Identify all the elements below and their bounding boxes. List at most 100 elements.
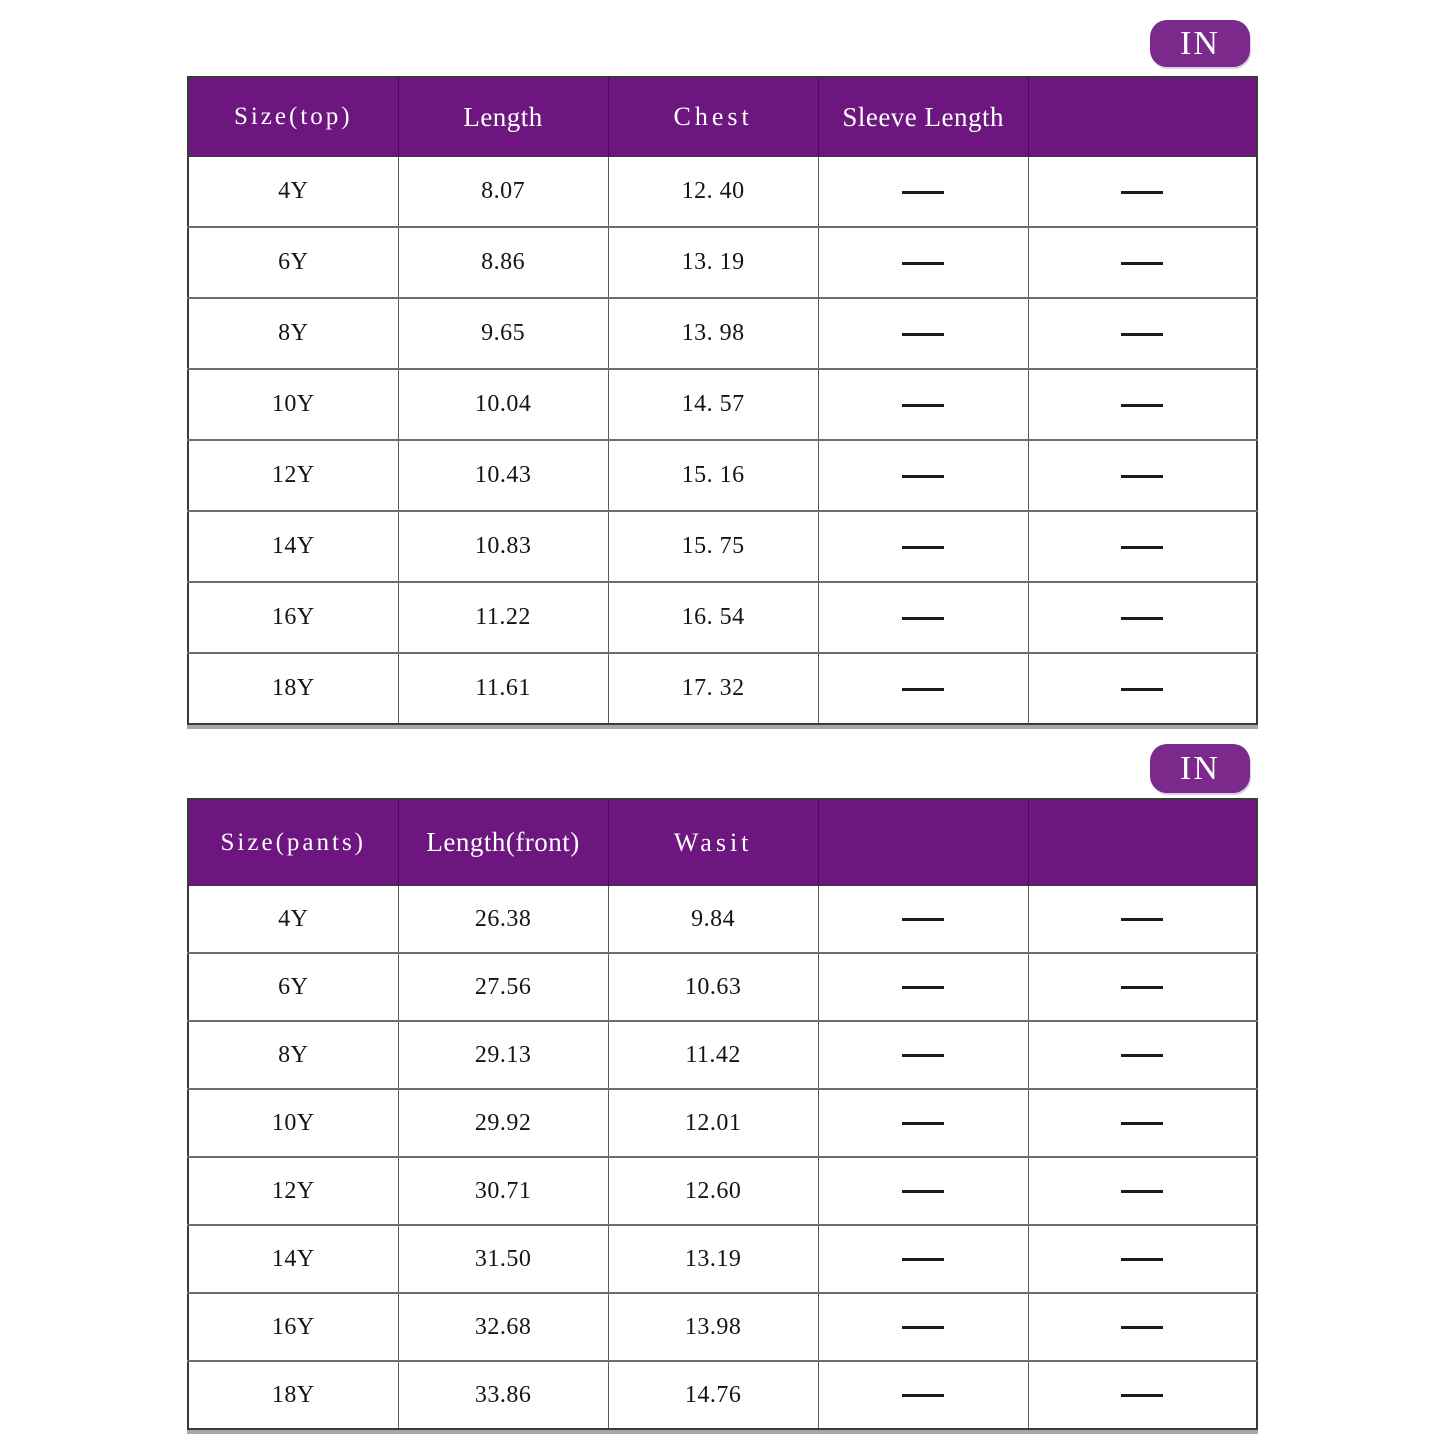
no-value-cell	[1027, 510, 1258, 583]
unit-badge: IN	[1150, 20, 1250, 67]
measurement-cell: 11.61	[397, 652, 609, 724]
measurement-cell: 11.42	[607, 1020, 819, 1090]
measurement-cell: 29.92	[397, 1088, 609, 1158]
table-row: 8Y 9.65 13. 98	[187, 297, 1258, 370]
no-value-dash	[1121, 1258, 1164, 1262]
no-value-cell	[817, 510, 1029, 583]
measurement-cell: 13. 19	[607, 226, 819, 299]
measurement-cell: 16. 54	[607, 581, 819, 654]
table-row: 12Y 30.71 12.60	[187, 1156, 1258, 1226]
no-value-dash	[902, 918, 945, 922]
size-cell: 4Y	[187, 885, 399, 954]
header-row: Size(top) Length Chest Sleeve Length	[188, 77, 1257, 157]
column-header: Length(front)	[398, 799, 609, 886]
no-value-cell	[817, 297, 1029, 370]
column-header: Sleeve Length	[818, 77, 1029, 157]
measurement-cell: 10.63	[607, 952, 819, 1022]
no-value-cell	[1027, 1088, 1258, 1158]
no-value-cell	[1027, 1360, 1258, 1429]
no-value-dash	[1121, 1122, 1164, 1126]
measurement-cell: 15. 16	[607, 439, 819, 512]
no-value-dash	[902, 190, 945, 194]
no-value-cell	[817, 156, 1029, 228]
table-row: 18Y 33.86 14.76	[187, 1360, 1258, 1429]
measurement-cell: 30.71	[397, 1156, 609, 1226]
measurement-cell: 13.19	[607, 1224, 819, 1294]
no-value-cell	[1027, 652, 1258, 724]
no-value-dash	[1121, 1190, 1164, 1194]
no-value-cell	[1027, 1156, 1258, 1226]
column-header: Wasit	[608, 799, 819, 886]
no-value-dash	[1121, 261, 1164, 265]
size-cell: 8Y	[187, 297, 399, 370]
size-cell: 18Y	[187, 652, 399, 724]
measurement-cell: 31.50	[397, 1224, 609, 1294]
measurement-cell: 10.83	[397, 510, 609, 583]
no-value-dash	[902, 1258, 945, 1262]
measurement-cell: 12.60	[607, 1156, 819, 1226]
measurement-cell: 11.22	[397, 581, 609, 654]
empty-column-header	[818, 799, 1029, 886]
size-cell: 14Y	[187, 1224, 399, 1294]
size-cell: 10Y	[187, 368, 399, 441]
no-value-dash	[902, 616, 945, 620]
table-row: 6Y 8.86 13. 19	[187, 226, 1258, 299]
measurement-cell: 8.86	[397, 226, 609, 299]
no-value-cell	[1027, 439, 1258, 512]
no-value-cell	[817, 1360, 1029, 1429]
no-value-cell	[1027, 1224, 1258, 1294]
no-value-dash	[902, 1190, 945, 1194]
measurement-cell: 12. 40	[607, 156, 819, 228]
measurement-cell: 9.65	[397, 297, 609, 370]
no-value-dash	[902, 1326, 945, 1330]
header-row: Size(pants) Length(front) Wasit	[188, 799, 1257, 886]
table-row: 4Y 26.38 9.84	[187, 885, 1258, 954]
no-value-dash	[902, 403, 945, 407]
no-value-dash	[1121, 1326, 1164, 1330]
measurement-cell: 13. 98	[607, 297, 819, 370]
size-cell: 10Y	[187, 1088, 399, 1158]
no-value-dash	[1121, 1394, 1164, 1398]
no-value-cell	[817, 1156, 1029, 1226]
no-value-dash	[1121, 918, 1164, 922]
pants-size-table: Size(pants) Length(front) Wasit 4Y 26.38 9.84…	[187, 798, 1258, 1430]
no-value-cell	[1027, 581, 1258, 654]
measurement-cell: 33.86	[397, 1360, 609, 1429]
no-value-dash	[1121, 332, 1164, 336]
no-value-cell	[1027, 156, 1258, 228]
no-value-cell	[817, 652, 1029, 724]
no-value-cell	[1027, 368, 1258, 441]
no-value-dash	[1121, 190, 1164, 194]
column-header: Length	[398, 77, 609, 157]
no-value-cell	[817, 952, 1029, 1022]
table-row: 4Y 8.07 12. 40	[187, 156, 1258, 228]
size-cell: 16Y	[187, 581, 399, 654]
unit-badge-label: IN	[1180, 24, 1220, 62]
no-value-dash	[902, 332, 945, 336]
no-value-dash	[902, 986, 945, 990]
unit-badge: IN	[1150, 744, 1250, 793]
measurement-cell: 14.76	[607, 1360, 819, 1429]
empty-column-header	[1028, 77, 1257, 157]
no-value-cell	[817, 226, 1029, 299]
size-cell: 18Y	[187, 1360, 399, 1429]
no-value-dash	[902, 474, 945, 478]
no-value-cell	[1027, 1292, 1258, 1362]
unit-badge-label: IN	[1180, 749, 1220, 787]
measurement-cell: 10.43	[397, 439, 609, 512]
measurement-cell: 27.56	[397, 952, 609, 1022]
measurement-cell: 9.84	[607, 885, 819, 954]
pants-size-table-section: IN Size(pants) Length(front) Wasit 4Y 26.38 9…	[187, 744, 1258, 1430]
table-row: 18Y 11.61 17. 32	[187, 652, 1258, 724]
no-value-cell	[817, 581, 1029, 654]
no-value-cell	[1027, 297, 1258, 370]
no-value-cell	[817, 885, 1029, 954]
no-value-cell	[817, 1224, 1029, 1294]
no-value-dash	[902, 1054, 945, 1058]
table-row: 16Y 32.68 13.98	[187, 1292, 1258, 1362]
table-row: 12Y 10.43 15. 16	[187, 439, 1258, 512]
no-value-dash	[902, 1394, 945, 1398]
measurement-cell: 29.13	[397, 1020, 609, 1090]
measurement-cell: 14. 57	[607, 368, 819, 441]
column-header: Size(pants)	[188, 799, 399, 886]
